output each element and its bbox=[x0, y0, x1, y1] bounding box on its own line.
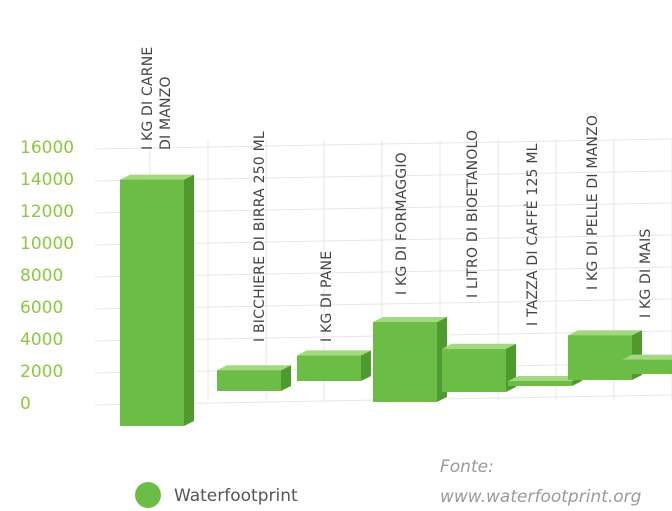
bar-front bbox=[442, 348, 506, 392]
bar-top bbox=[120, 174, 194, 180]
bar-front bbox=[297, 355, 361, 381]
bar bbox=[297, 350, 371, 381]
bar-front bbox=[217, 370, 281, 391]
y-tick-label: 16000 bbox=[20, 138, 74, 158]
bar-side bbox=[281, 365, 291, 391]
category-label: DI MANZO bbox=[158, 76, 174, 150]
bar-front bbox=[373, 322, 437, 402]
legend-label: Waterfootprint bbox=[174, 486, 298, 506]
bar bbox=[622, 354, 672, 374]
bar bbox=[217, 365, 291, 391]
bar-top bbox=[217, 365, 291, 371]
bar-front bbox=[508, 381, 572, 386]
bar bbox=[442, 343, 516, 392]
source-line-2: www.waterfootprint.org bbox=[440, 487, 642, 507]
y-tick-label: 14000 bbox=[20, 170, 74, 190]
y-tick-label: 0 bbox=[20, 394, 31, 414]
bar-front bbox=[120, 179, 184, 426]
bar-side bbox=[361, 350, 371, 381]
category-label: I KG DI PELLE DI MANZO bbox=[585, 115, 601, 290]
bars bbox=[120, 174, 672, 426]
category-labels: I KG DI CARNE DI MANZO I BICCHIERE DI BIRR… bbox=[140, 47, 654, 342]
bar-front bbox=[568, 335, 632, 380]
y-tick-label: 10000 bbox=[20, 234, 74, 254]
category-label: I LITRO DI BIOETANOLO bbox=[465, 130, 481, 298]
y-tick-label: 12000 bbox=[20, 202, 74, 222]
legend-swatch bbox=[135, 482, 161, 508]
source-line-1: Fonte: bbox=[440, 457, 494, 477]
legend: Waterfootprint bbox=[135, 482, 298, 508]
category-label: I BICCHIERE DI BIRRA 250 ML bbox=[252, 131, 268, 342]
gridline bbox=[94, 138, 672, 150]
category-label: I TAZZA DI CAFFÈ 125 ML bbox=[524, 143, 541, 326]
y-axis: 0 2000 4000 6000 8000 10000 12000 14000 16000 bbox=[20, 138, 74, 414]
bar-top bbox=[622, 354, 672, 360]
bar-top bbox=[297, 350, 371, 356]
bar-top bbox=[508, 376, 582, 381]
bar-side bbox=[184, 174, 194, 426]
y-tick-label: 8000 bbox=[20, 266, 63, 286]
category-label: I KG DI FORMAGGIO bbox=[394, 152, 410, 295]
bar-top bbox=[568, 330, 642, 336]
bar bbox=[568, 330, 642, 380]
bar bbox=[373, 317, 447, 402]
y-tick-label: 6000 bbox=[20, 298, 63, 318]
category-label: I KG DI PANE bbox=[319, 251, 335, 342]
bar bbox=[120, 174, 194, 426]
y-tick-label: 2000 bbox=[20, 362, 63, 382]
source-note: Fonte: www.waterfootprint.org bbox=[440, 457, 642, 507]
bar-top bbox=[373, 317, 447, 322]
bar-front bbox=[622, 359, 672, 374]
category-label: I KG DI MAIS bbox=[638, 229, 654, 319]
bar-top bbox=[442, 343, 516, 349]
y-tick-label: 4000 bbox=[20, 330, 63, 350]
category-label: I KG DI CARNE bbox=[140, 47, 156, 150]
